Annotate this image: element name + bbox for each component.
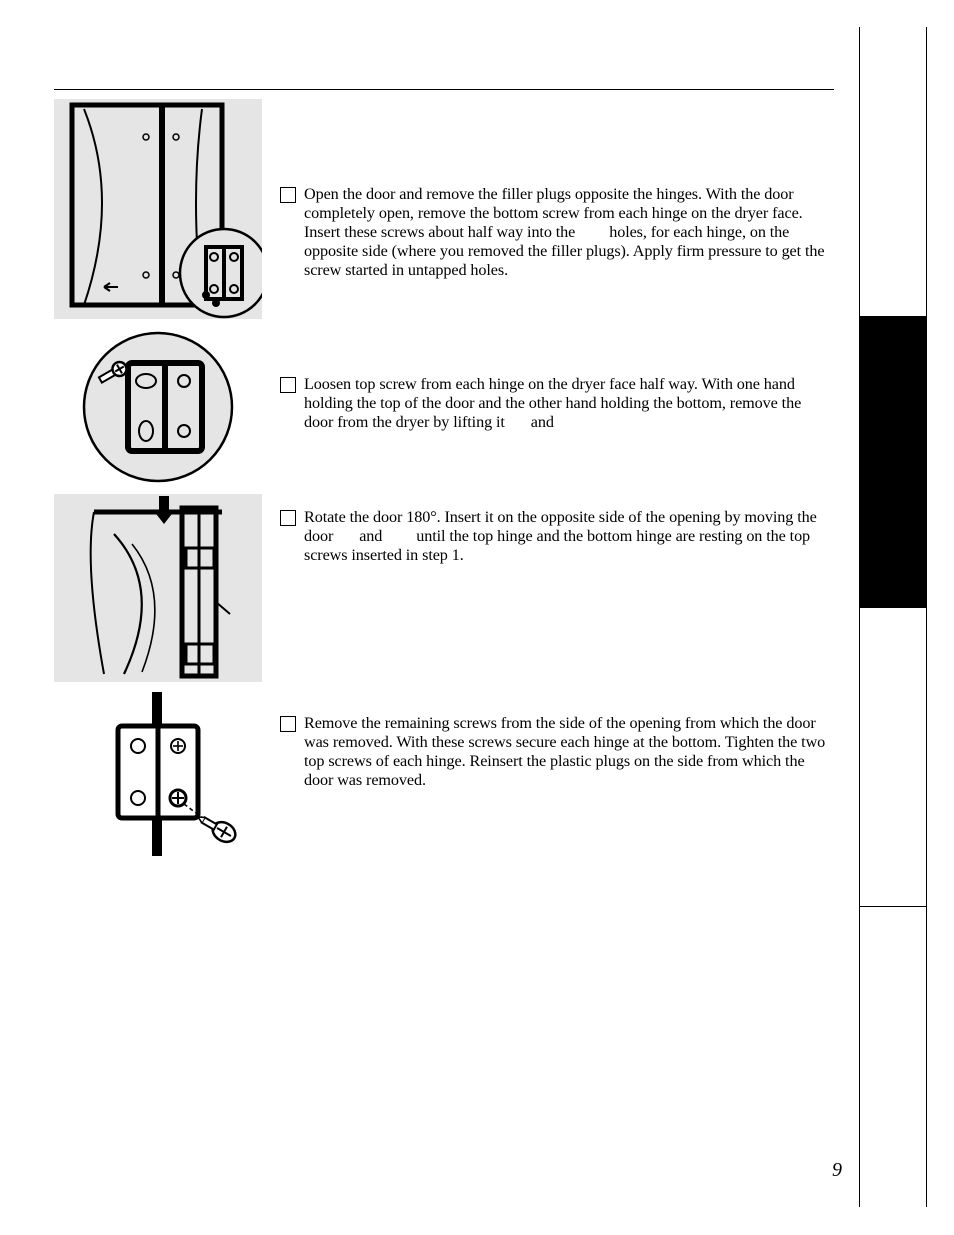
step-2-text: Loosen top screw from each hinge on the … — [304, 375, 834, 432]
step-1-text: Open the door and remove the filler plug… — [304, 185, 834, 281]
header-rule — [54, 89, 834, 90]
tab-segment-1 — [860, 27, 926, 317]
step-4-checkbox — [280, 716, 296, 732]
step-4: Remove the remaining screws from the sid… — [54, 692, 834, 856]
step-2: Loosen top screw from each hinge on the … — [54, 329, 834, 484]
step-3-text-block: Rotate the door 180°. Insert it on the o… — [280, 494, 834, 565]
section-tab-rail — [859, 27, 927, 1207]
tab-segment-3 — [860, 607, 926, 907]
step-1: Open the door and remove the filler plug… — [54, 99, 834, 319]
page-number: 9 — [832, 1159, 842, 1182]
step-4-text: Remove the remaining screws from the sid… — [304, 714, 834, 790]
tab-segment-4 — [860, 907, 926, 1207]
step-2-text-block: Loosen top screw from each hinge on the … — [280, 329, 834, 432]
step-3-text: Rotate the door 180°. Insert it on the o… — [304, 508, 834, 565]
step-1-text-block: Open the door and remove the filler plug… — [280, 99, 834, 281]
figure-step-3 — [54, 494, 262, 682]
manual-page: Open the door and remove the filler plug… — [0, 0, 954, 1235]
step-2-checkbox — [280, 377, 296, 393]
step-3: Rotate the door 180°. Insert it on the o… — [54, 494, 834, 682]
step-4-text-block: Remove the remaining screws from the sid… — [280, 692, 834, 790]
step-1-checkbox — [280, 187, 296, 203]
tab-segment-2-active — [860, 317, 926, 607]
content-column: Open the door and remove the filler plug… — [54, 99, 834, 866]
step-3-checkbox — [280, 510, 296, 526]
figure-step-2 — [54, 329, 262, 484]
figure-step-4 — [54, 692, 262, 856]
figure-step-1 — [54, 99, 262, 319]
